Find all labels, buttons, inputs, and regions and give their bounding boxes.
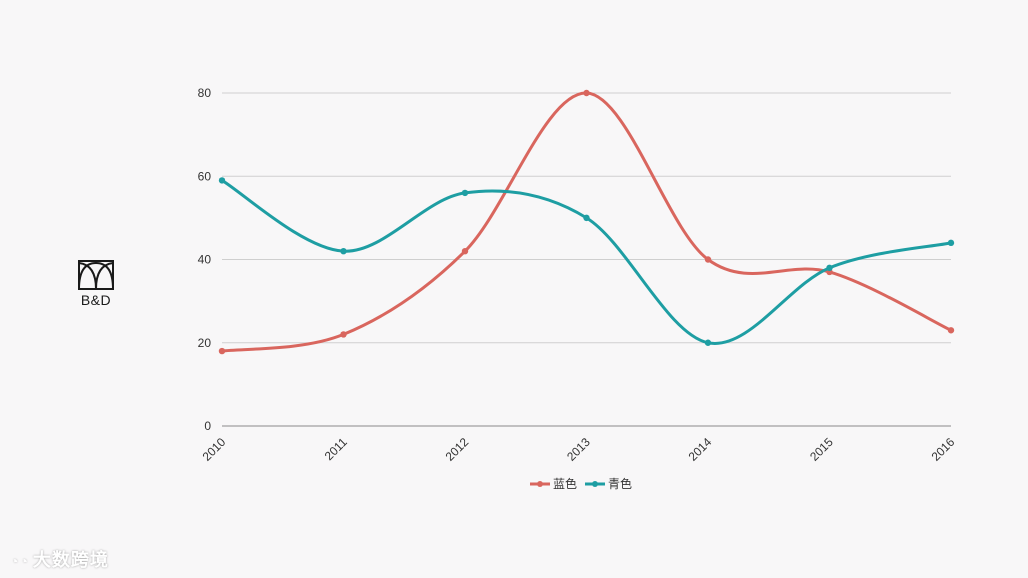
legend-marker <box>592 481 598 487</box>
x-tick-label: 2011 <box>322 435 350 463</box>
data-point <box>947 327 955 334</box>
x-tick-label: 2010 <box>200 435 229 464</box>
legend: 蓝色 青色 <box>530 477 632 491</box>
grid-lines <box>222 92 951 427</box>
y-tick-label: 20 <box>198 336 212 350</box>
data-point <box>583 89 590 97</box>
x-tick-label: 2012 <box>443 435 472 464</box>
data-point <box>583 214 590 222</box>
data-point <box>461 189 469 197</box>
brand-logo: B&D <box>74 260 118 308</box>
x-tick-label: 2016 <box>929 435 958 464</box>
data-point <box>947 239 955 247</box>
legend-label: 蓝色 <box>553 477 577 491</box>
data-point <box>826 264 833 272</box>
data-point <box>704 339 712 346</box>
legend-marker <box>537 481 543 487</box>
legend-label: 青色 <box>608 477 632 491</box>
logo-text: B&D <box>80 292 112 308</box>
x-tick-label: 2015 <box>807 435 836 464</box>
x-axis-ticks: 2010 2011 2012 2013 2014 2015 2016 <box>200 435 958 464</box>
series-line-2 <box>220 178 953 345</box>
series-lines <box>218 89 955 355</box>
y-axis-ticks: 0 20 40 60 80 <box>198 86 212 433</box>
y-tick-label: 40 <box>198 253 212 267</box>
data-point <box>340 247 347 255</box>
y-tick-label: 0 <box>204 419 211 433</box>
arch-logo-icon <box>78 260 114 290</box>
watermark: ◔◔ 大数跨境 <box>10 546 109 572</box>
data-point <box>218 347 226 355</box>
series-line-1 <box>220 91 953 353</box>
y-tick-label: 80 <box>198 86 212 100</box>
y-tick-label: 60 <box>198 169 212 183</box>
watermark-icon: ◔◔ <box>10 553 29 569</box>
watermark-text: 大数跨境 <box>32 550 109 570</box>
data-point <box>704 256 712 263</box>
x-tick-label: 2014 <box>686 435 715 464</box>
x-tick-label: 2013 <box>564 435 593 464</box>
data-point <box>461 247 469 255</box>
data-point <box>218 177 226 184</box>
data-point <box>340 331 347 338</box>
